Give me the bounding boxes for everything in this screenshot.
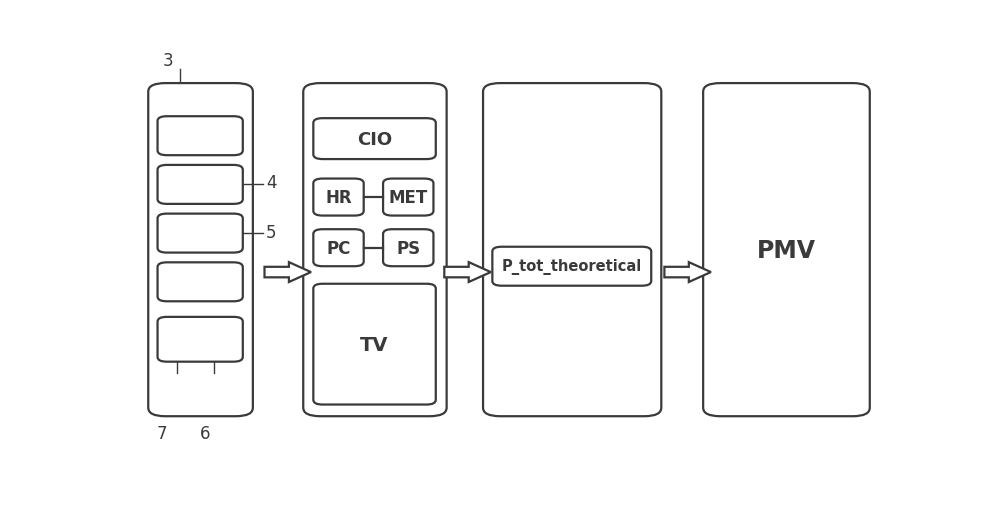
FancyBboxPatch shape [158,263,243,301]
FancyBboxPatch shape [383,179,433,216]
Polygon shape [444,263,491,282]
Text: PMV: PMV [757,238,816,262]
FancyBboxPatch shape [313,230,364,267]
FancyBboxPatch shape [703,84,870,417]
Text: MET: MET [389,189,428,207]
Polygon shape [664,263,711,282]
Polygon shape [264,263,311,282]
Text: 5: 5 [266,224,277,241]
FancyBboxPatch shape [313,284,436,405]
FancyBboxPatch shape [483,84,661,417]
Text: 4: 4 [266,174,277,192]
FancyBboxPatch shape [158,117,243,156]
FancyBboxPatch shape [313,179,364,216]
Text: PS: PS [396,239,420,257]
Text: HR: HR [325,189,352,207]
FancyBboxPatch shape [158,166,243,205]
Text: CIO: CIO [357,130,392,148]
Text: TV: TV [360,335,389,354]
FancyBboxPatch shape [303,84,447,417]
FancyBboxPatch shape [492,247,651,286]
FancyBboxPatch shape [148,84,253,417]
FancyBboxPatch shape [383,230,433,267]
FancyBboxPatch shape [158,317,243,362]
Text: 6: 6 [200,424,210,442]
Text: 3: 3 [162,53,173,70]
FancyBboxPatch shape [313,119,436,160]
Text: 7: 7 [156,424,167,442]
FancyBboxPatch shape [158,214,243,253]
Text: PC: PC [326,239,351,257]
Text: P_tot_theoretical: P_tot_theoretical [502,259,642,275]
